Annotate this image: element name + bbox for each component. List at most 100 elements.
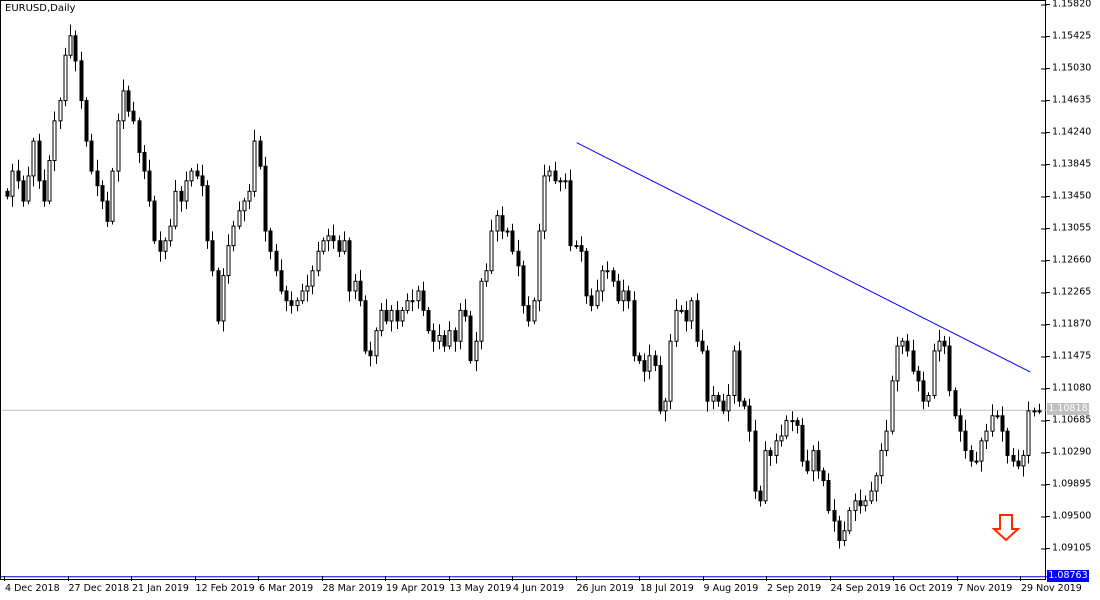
candle-bear — [911, 350, 916, 372]
candle-bull — [416, 290, 421, 302]
candle-bear — [395, 309, 400, 322]
price-tick-mark — [1046, 292, 1050, 293]
candle-bear — [147, 170, 152, 202]
candle-bull — [231, 225, 236, 247]
candle-bull — [374, 330, 379, 357]
price-tick-label: 1.13055 — [1052, 222, 1092, 234]
candle-bull — [979, 440, 984, 462]
candle-bull — [58, 100, 63, 122]
candle-bull — [784, 420, 789, 437]
candle-bear — [795, 420, 800, 426]
candle-bear — [637, 355, 642, 362]
candle-bear — [463, 309, 468, 317]
candle-bull — [974, 460, 979, 463]
candle-bull — [932, 350, 937, 396]
time-tick-label: 4 Dec 2018 — [5, 583, 60, 594]
candle-bull — [295, 300, 300, 307]
candle-bull — [668, 340, 673, 402]
candlestick-chart — [1, 4, 1047, 578]
candle-bear — [921, 380, 926, 402]
price-tick-mark — [1046, 420, 1050, 421]
candle-bull — [31, 140, 36, 177]
price-tick-label: 1.14635 — [1052, 94, 1092, 106]
time-tick-mark — [766, 576, 767, 581]
candle-bull — [542, 175, 547, 232]
candle-bull — [847, 510, 852, 532]
candle-bear — [616, 280, 621, 302]
candle-bear — [216, 270, 221, 322]
candle-bull — [163, 240, 168, 252]
candle-bear — [626, 290, 631, 302]
candle-bear — [947, 345, 952, 392]
candle-bull — [842, 530, 847, 541]
candle-bull — [900, 340, 905, 347]
candle-bear — [263, 165, 268, 232]
candle-bull — [495, 215, 500, 232]
candle-bear — [100, 185, 105, 202]
candle-bear — [205, 185, 210, 242]
time-tick-mark — [702, 576, 704, 581]
candle-bear — [368, 350, 373, 357]
candle-bear — [579, 245, 584, 252]
candle-bull — [321, 240, 326, 252]
candle-bear — [79, 60, 84, 102]
candle-bear — [16, 170, 21, 182]
candle-bull — [874, 475, 879, 492]
candle-bear — [195, 170, 200, 177]
candle-bull — [937, 340, 942, 352]
price-tick-label: 1.14240 — [1052, 126, 1092, 138]
candle-bear — [953, 390, 958, 417]
price-tick-mark — [1046, 132, 1050, 133]
candle-bear — [553, 170, 558, 182]
candle-bull — [68, 35, 73, 56]
candle-bear — [837, 520, 842, 541]
candle-bear — [358, 280, 363, 302]
candle-bull — [189, 170, 194, 182]
price-tick-mark — [1046, 388, 1050, 389]
candle-bear — [289, 300, 294, 307]
candle-bull — [168, 225, 173, 242]
time-tick-label: 13 May 2019 — [449, 583, 512, 594]
time-tick-mark — [575, 576, 577, 581]
price-tick-mark — [1046, 548, 1050, 549]
candle-bull — [47, 160, 52, 202]
candle-bear — [695, 300, 700, 342]
candle-bull — [990, 415, 995, 432]
candle-bull — [458, 309, 463, 342]
candle-bear — [179, 190, 184, 202]
time-tick-label: 4 Jun 2019 — [513, 583, 565, 594]
candle-bull — [489, 230, 494, 272]
candle-bear — [431, 330, 436, 342]
candle-bull — [316, 250, 321, 272]
time-tick-label: 27 Dec 2018 — [68, 583, 130, 594]
price-tick-mark — [1046, 516, 1050, 517]
candle-bear — [653, 355, 658, 367]
price-tick-mark — [1046, 484, 1050, 485]
candle-bull — [532, 300, 537, 322]
price-tick-mark — [1046, 452, 1050, 453]
time-tick-label: 7 Nov 2019 — [957, 583, 1013, 594]
candle-bear — [805, 460, 810, 472]
candle-bull — [726, 394, 731, 412]
candle-bear — [700, 340, 705, 352]
chart-plot-area[interactable]: EURUSD,Daily — [0, 0, 1047, 580]
candle-bull — [811, 450, 816, 472]
candle-bear — [816, 450, 821, 472]
candle-bear — [89, 140, 94, 172]
candle-bull — [605, 270, 610, 273]
candle-bull — [774, 440, 779, 456]
price-tick-label: 1.13450 — [1052, 190, 1092, 202]
candle-bull — [984, 430, 989, 442]
time-tick-label: 28 Mar 2019 — [322, 583, 383, 594]
candle-bull — [116, 120, 121, 172]
candle-bear — [331, 235, 336, 242]
candle-bull — [884, 430, 889, 452]
candle-bear — [152, 200, 157, 242]
price-tick-label: 1.15030 — [1052, 62, 1092, 74]
candle-bear — [1011, 454, 1016, 462]
current-price-label: 1.10818 — [1047, 403, 1089, 416]
candle-bear — [942, 340, 947, 347]
candle-bear — [442, 335, 447, 347]
candle-bull — [647, 355, 652, 372]
candle-bull — [763, 450, 768, 502]
